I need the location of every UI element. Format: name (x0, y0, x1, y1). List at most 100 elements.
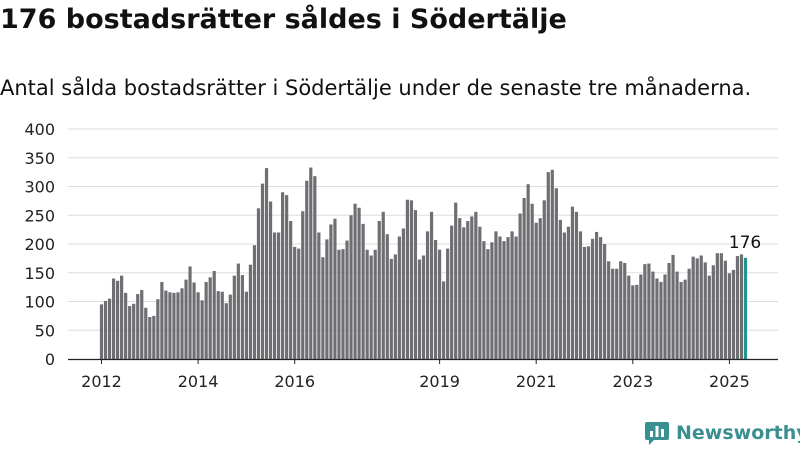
bar (188, 266, 192, 359)
bar (228, 294, 232, 359)
bar (442, 281, 446, 360)
bar (534, 222, 538, 359)
x-tick-label: 2016 (274, 372, 315, 391)
bar (325, 239, 329, 359)
bar (518, 213, 522, 359)
bar (550, 169, 554, 359)
bar (240, 275, 244, 359)
y-tick-label: 200 (24, 235, 55, 254)
bar (277, 232, 281, 359)
bar (607, 261, 611, 359)
bar (377, 221, 381, 359)
bar (590, 238, 595, 359)
bar (446, 248, 450, 359)
bar (603, 244, 607, 359)
newsworthy-logo-icon (645, 422, 669, 445)
bar (466, 221, 470, 359)
bar (421, 255, 426, 359)
bar (425, 231, 430, 359)
bar (417, 259, 422, 359)
bar (514, 236, 518, 359)
bar (401, 228, 405, 359)
bar (586, 246, 591, 359)
bar (671, 254, 675, 359)
bar (570, 206, 575, 360)
bar (172, 292, 176, 360)
bar (385, 234, 389, 359)
bar (655, 278, 659, 359)
bar (337, 249, 341, 359)
bar (530, 203, 534, 359)
bar (659, 281, 663, 359)
x-tick-labels: 2012 2014 2016 2019 2021 2023 2025 (81, 372, 750, 391)
bar (389, 258, 393, 359)
bar (615, 268, 619, 359)
bar (482, 241, 486, 360)
bar (578, 231, 583, 359)
bar (715, 253, 719, 359)
bar (256, 208, 261, 359)
bar (703, 262, 707, 359)
bar (631, 285, 635, 359)
bar (120, 275, 124, 360)
bar (405, 199, 409, 359)
bar (429, 211, 434, 359)
bar (103, 300, 108, 359)
bar (413, 210, 418, 359)
bar (353, 203, 357, 359)
bar (220, 291, 224, 359)
bar (116, 280, 120, 359)
bar (204, 281, 208, 359)
y-tick-label: 250 (24, 206, 55, 225)
bar (216, 291, 220, 359)
bar (691, 256, 695, 359)
bar (711, 265, 715, 359)
bar (136, 294, 140, 359)
bar (727, 273, 731, 359)
bar (313, 176, 317, 359)
bar (510, 231, 514, 359)
y-tick-label: 0 (45, 350, 55, 369)
bar (272, 232, 277, 359)
bar (502, 241, 506, 360)
bar (490, 242, 494, 359)
bar (365, 249, 369, 359)
bar (244, 291, 248, 359)
bar (526, 184, 530, 359)
x-axis (68, 358, 778, 364)
y-tick-label: 350 (24, 149, 55, 168)
x-tick-label: 2014 (178, 372, 219, 391)
bar (647, 263, 651, 359)
bar (212, 271, 216, 359)
x-tick-label: 2012 (81, 372, 122, 391)
bar (393, 254, 397, 359)
bar (140, 290, 144, 359)
bar (546, 172, 550, 360)
bar (268, 201, 273, 359)
x-tick-label: 2025 (709, 372, 750, 391)
bar (293, 246, 297, 360)
bar (200, 300, 204, 359)
bar (486, 249, 490, 359)
bar (264, 168, 269, 359)
bar (144, 307, 148, 359)
bar (639, 274, 643, 359)
bar (675, 271, 679, 359)
bar (522, 198, 526, 359)
bar (361, 223, 365, 360)
bar (124, 292, 128, 360)
bar (281, 192, 285, 359)
bar (554, 188, 558, 359)
bar (566, 226, 570, 359)
bar (317, 232, 321, 359)
bar (498, 236, 502, 359)
bar (232, 275, 236, 360)
bar (160, 281, 164, 359)
bar (341, 249, 345, 359)
bar (679, 281, 683, 359)
bar (309, 167, 313, 359)
bar (184, 279, 188, 359)
bar (723, 260, 727, 359)
bar (562, 232, 566, 359)
bar (683, 279, 687, 359)
